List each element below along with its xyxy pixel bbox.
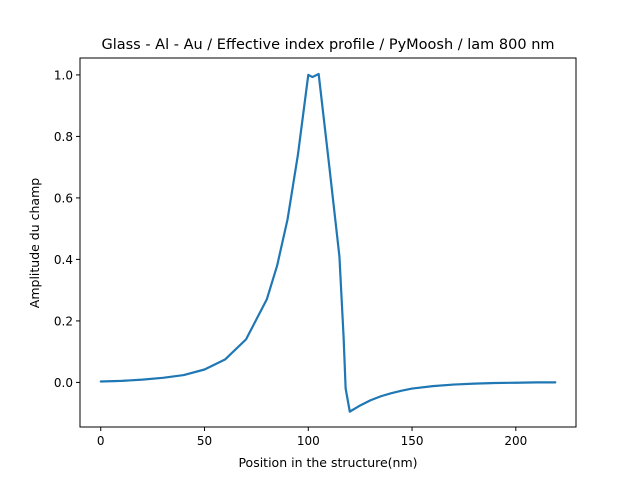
x-axis-label: Position in the structure(nm) bbox=[238, 455, 417, 470]
y-tick-label: 0.6 bbox=[54, 191, 73, 205]
x-tick-label: 150 bbox=[401, 434, 424, 448]
y-tick-label: 0.0 bbox=[54, 376, 73, 390]
x-axis: 0 50 100 150 200 bbox=[97, 427, 527, 448]
axes-frame bbox=[79, 57, 577, 428]
y-tick-label: 0.2 bbox=[54, 314, 73, 328]
y-axis: 0.0 0.2 0.4 0.6 0.8 1.0 bbox=[54, 68, 80, 390]
plot-area: 0 50 100 150 200 0.0 0.2 0.4 0.6 0.8 1.0 bbox=[54, 57, 577, 448]
y-tick-label: 1.0 bbox=[54, 68, 73, 82]
series-layer bbox=[99, 72, 557, 413]
y-axis-label: Amplitude du champ bbox=[27, 178, 42, 308]
series-line bbox=[99, 72, 557, 413]
x-tick-label: 0 bbox=[97, 434, 105, 448]
x-tick-label: 50 bbox=[197, 434, 212, 448]
x-tick-label: 100 bbox=[297, 434, 320, 448]
y-tick-label: 0.4 bbox=[54, 253, 73, 267]
y-tick-label: 0.8 bbox=[54, 130, 73, 144]
x-tick-label: 200 bbox=[504, 434, 527, 448]
chart-title: Glass - Al - Au / Effective index profil… bbox=[101, 37, 554, 53]
